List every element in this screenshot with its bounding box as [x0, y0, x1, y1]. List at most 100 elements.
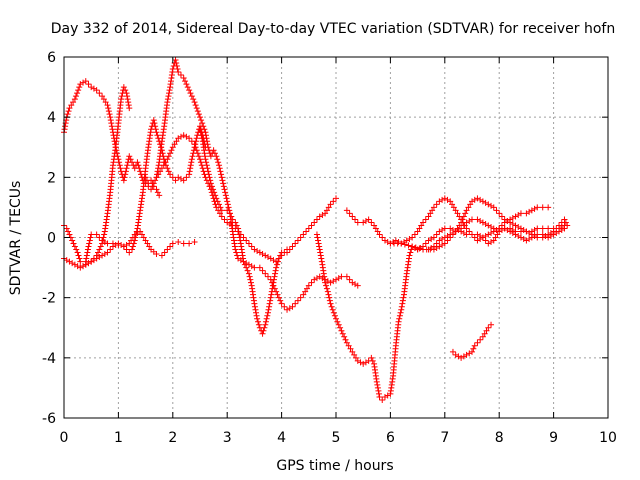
data-point [261, 324, 268, 331]
data-point [151, 120, 158, 127]
data-point [214, 156, 221, 163]
data-point [134, 159, 141, 166]
data-point [77, 258, 84, 265]
data-point [191, 141, 198, 148]
data-point [74, 249, 81, 256]
data-point [409, 234, 416, 241]
data-point [197, 156, 203, 163]
data-point [463, 225, 470, 232]
data-point [342, 336, 349, 343]
data-point [86, 240, 93, 247]
data-point [153, 174, 160, 181]
data-point [76, 84, 83, 91]
data-point [398, 240, 405, 247]
data-point [188, 93, 195, 100]
data-point [126, 240, 133, 247]
data-point [294, 237, 301, 244]
data-point [351, 351, 358, 358]
data-point [494, 231, 501, 238]
data-point [186, 171, 193, 178]
data-point [354, 219, 361, 226]
data-point [128, 237, 135, 244]
data-point [433, 201, 440, 208]
data-point [399, 300, 406, 307]
data-point [70, 240, 77, 247]
data-point [534, 231, 541, 238]
data-point [169, 144, 176, 151]
data-point [248, 279, 254, 286]
data-point [197, 159, 204, 166]
data-point [347, 345, 354, 352]
data-point [331, 312, 338, 319]
data-point [284, 249, 291, 256]
data-point [479, 234, 486, 241]
data-point [374, 384, 381, 391]
data-point [303, 228, 310, 235]
data-point [270, 282, 277, 289]
data-point [167, 150, 174, 157]
data-point [420, 243, 427, 250]
data-point [107, 114, 114, 121]
data-point [337, 324, 344, 331]
data-point [154, 171, 161, 178]
data-point [66, 105, 73, 112]
data-point [180, 240, 187, 247]
data-point [122, 171, 129, 178]
data-point [409, 243, 416, 250]
data-point [395, 318, 402, 325]
data-point [266, 303, 273, 310]
data-point [346, 210, 353, 217]
data-point [315, 237, 322, 244]
data-point [273, 288, 280, 295]
data-point [465, 204, 472, 211]
data-point [186, 87, 193, 94]
data-point [441, 240, 448, 247]
data-point [90, 255, 97, 262]
data-point [252, 306, 259, 313]
data-point [164, 96, 171, 103]
data-point [117, 165, 124, 172]
data-point [180, 75, 187, 82]
data-point [221, 186, 228, 193]
data-point [162, 159, 169, 166]
data-point [266, 300, 273, 307]
data-point [368, 219, 375, 226]
data-point [214, 198, 221, 205]
data-point [136, 165, 143, 172]
data-point [262, 321, 269, 328]
data-point [245, 270, 252, 277]
data-point [452, 228, 459, 235]
data-point [213, 153, 220, 160]
data-point [211, 150, 218, 157]
data-point [253, 312, 260, 319]
y-tick-label: 2 [47, 170, 56, 186]
data-point [490, 204, 497, 211]
data-point [65, 228, 72, 235]
data-point [246, 273, 253, 280]
data-point [200, 123, 207, 130]
data-point [195, 111, 202, 118]
data-point [191, 239, 198, 246]
data-point [297, 294, 304, 301]
data-point [562, 219, 569, 226]
data-point [325, 204, 332, 211]
data-point [463, 231, 470, 238]
data-point [126, 153, 133, 160]
data-point [104, 240, 111, 247]
data-point [323, 285, 330, 292]
data-point [177, 72, 184, 79]
data-point [418, 222, 425, 229]
data-point [154, 189, 161, 196]
data-point [474, 339, 481, 346]
data-point [129, 159, 135, 166]
data-point [102, 99, 109, 106]
data-point [207, 180, 214, 187]
data-point [471, 342, 478, 349]
x-tick-label: 9 [549, 430, 558, 446]
data-point [275, 294, 282, 301]
data-point [218, 174, 225, 181]
data-point [289, 243, 296, 250]
data-point [470, 345, 477, 352]
x-tick-label: 10 [599, 430, 617, 446]
